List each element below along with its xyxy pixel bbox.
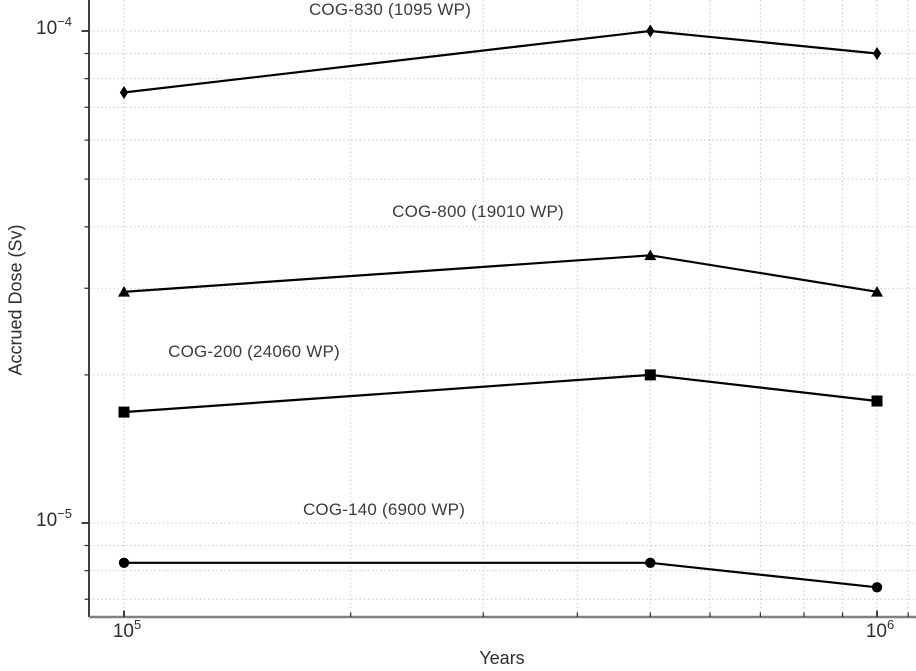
y-tick-exponent: −5 — [57, 505, 72, 521]
x-axis-label: Years — [479, 648, 525, 668]
series-line-1 — [122, 254, 879, 293]
x-tick-label-1e6: 106 — [865, 618, 894, 643]
series-3-circle-marker — [118, 557, 130, 568]
series-3-circle-marker — [871, 582, 883, 593]
axes-ticks-layer — [81, 30, 909, 617]
gridlines-layer — [89, 0, 916, 617]
y-tick-label-1e-4: 10−4 — [0, 15, 81, 40]
series-2-square-marker — [644, 369, 656, 381]
x-tick-base: 10 — [865, 621, 887, 642]
x-tick-exponent: 6 — [886, 616, 895, 632]
x-tick-exponent: 5 — [133, 616, 142, 632]
x-tick-label-1e5: 105 — [112, 618, 141, 643]
series-2-square-marker — [871, 395, 883, 407]
series-line-3 — [122, 561, 879, 589]
series-1-triangle-up-marker — [871, 286, 883, 297]
y-tick-base: 10 — [36, 510, 58, 531]
series-label-cog-800: COG-800 (19010 WP) — [392, 202, 564, 221]
x-tick-base: 10 — [112, 621, 134, 642]
y-tick-exponent: −4 — [57, 13, 72, 29]
series-line-0 — [122, 29, 879, 94]
y-tick-base: 10 — [36, 18, 58, 39]
series-0-thin-diamond-marker — [119, 86, 129, 99]
series-label-cog-200: COG-200 (24060 WP) — [168, 342, 340, 361]
y-axis-label: Accrued Dose (Sv) — [5, 224, 26, 376]
series-label-cog-140: COG-140 (6900 WP) — [302, 500, 466, 519]
series-1-triangle-up-marker — [118, 286, 130, 297]
series-0-thin-diamond-marker — [646, 24, 655, 38]
series-2-square-marker — [118, 406, 130, 418]
series-3-circle-marker — [645, 557, 656, 568]
series-0-thin-diamond-marker — [872, 47, 882, 60]
series-label-cog-830: COG-830 (1095 WP) — [308, 0, 472, 19]
series-1-triangle-up-marker — [644, 249, 657, 261]
axes-spines-layer — [88, 0, 916, 619]
y-tick-label-1e-5: 10−5 — [0, 507, 81, 532]
data-series-layer — [118, 24, 883, 593]
series-line-2 — [122, 373, 879, 414]
